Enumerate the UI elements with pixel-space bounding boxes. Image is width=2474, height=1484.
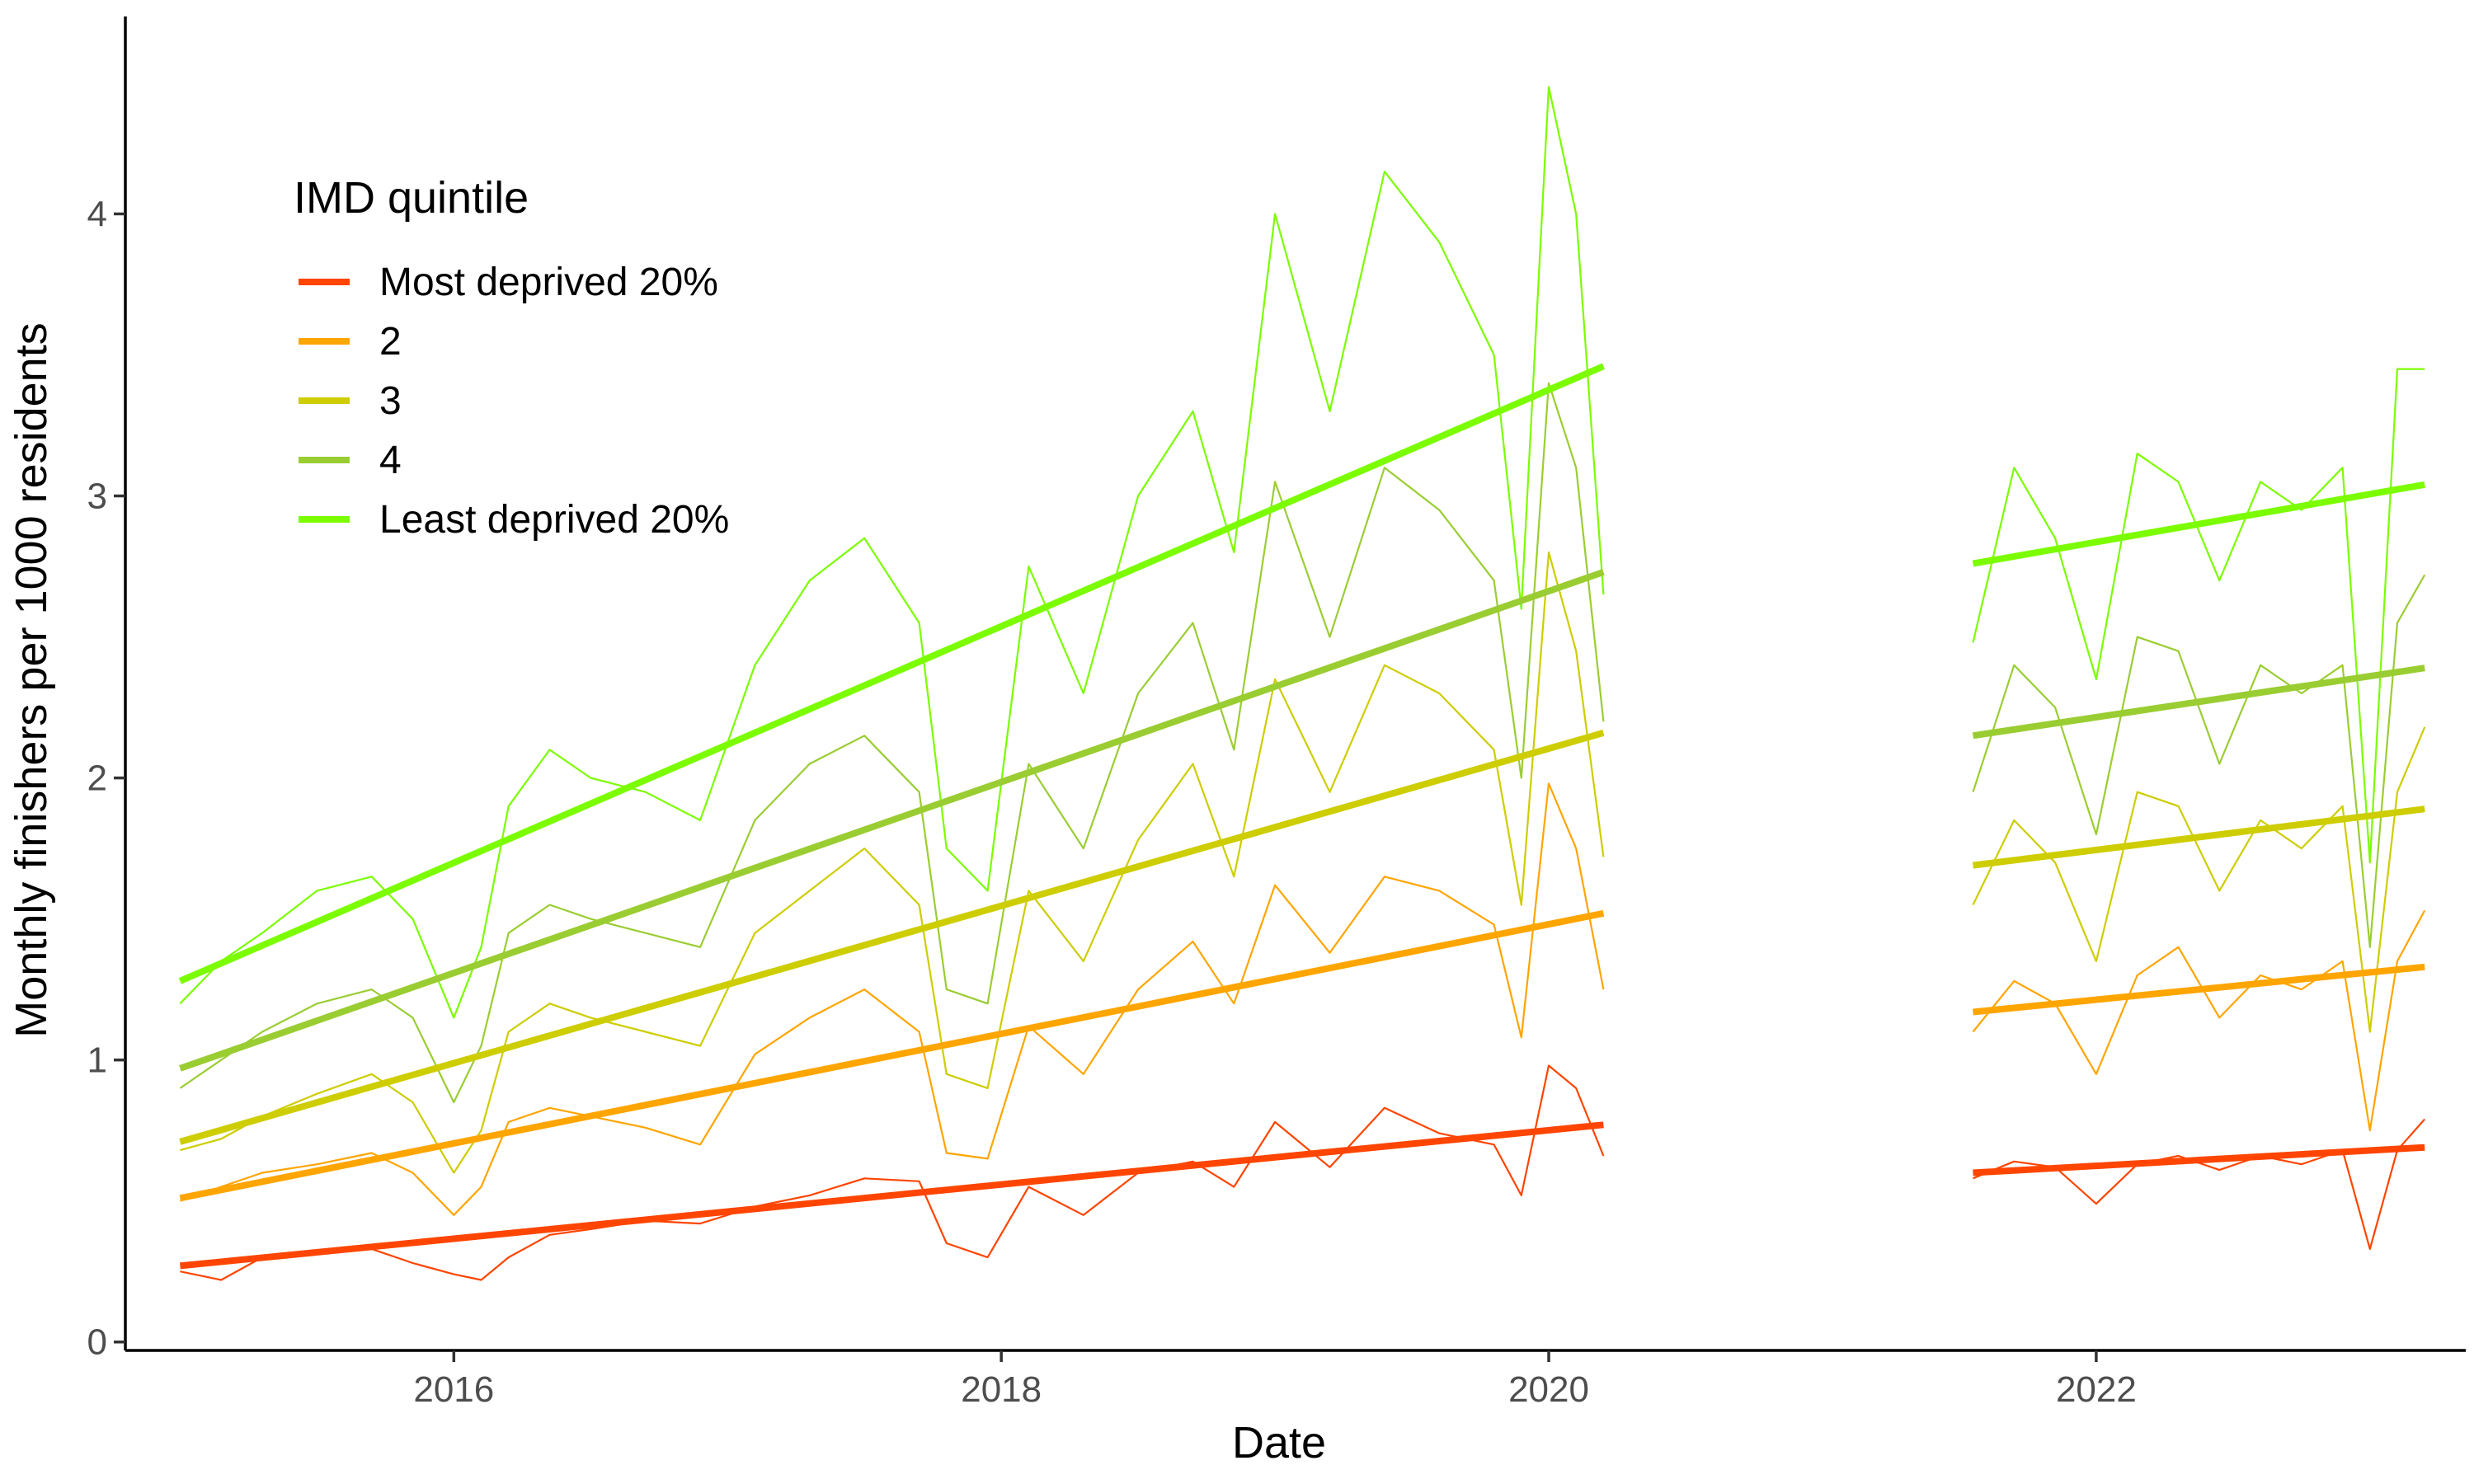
- trend-line-least-deprived-20-segment-2: [1972, 481, 2425, 567]
- observed-line-least-deprived-20-segment-2: [1972, 368, 2425, 864]
- x-axis-label: Date: [1232, 1418, 1326, 1468]
- observed-line-4-segment-2: [1972, 574, 2426, 948]
- observed-line-least-deprived-20-segment-1: [179, 86, 1605, 1019]
- observed-line-3-segment-1: [180, 551, 1605, 1174]
- trend-line-most-deprived-20-segment-2: [1973, 1144, 2425, 1176]
- y-axis-label: Monthly finishers per 1000 residents: [7, 322, 56, 1037]
- y-axis-ticks: 0 1 2 3 4: [87, 194, 125, 1363]
- legend: IMD quintile Most deprived 20% 2 3 4 Least d…: [294, 173, 729, 542]
- y-tick-label-0: 0: [87, 1322, 107, 1363]
- observed-line-2-segment-1: [180, 782, 1605, 1216]
- observed-lines: [179, 86, 2426, 1281]
- trend-lines: [178, 363, 2425, 1270]
- trend-line-4-segment-1: [179, 569, 1605, 1072]
- x-tick-label-2016: 2016: [413, 1369, 494, 1410]
- trend-line-2-segment-1: [179, 909, 1605, 1202]
- legend-label-most-deprived-20: Most deprived 20%: [379, 261, 718, 304]
- x-tick-label-2018: 2018: [961, 1369, 1042, 1410]
- x-tick-label-2020: 2020: [1508, 1369, 1589, 1410]
- y-tick-label-1: 1: [87, 1040, 107, 1081]
- legend-label-2: 2: [379, 320, 402, 364]
- trend-line-2-segment-2: [1973, 963, 2425, 1016]
- trend-line-most-deprived-20-segment-1: [180, 1121, 1604, 1270]
- observed-line-most-deprived-20-segment-2: [1973, 1118, 2426, 1251]
- x-axis-ticks: 2016 2018 2020 2022: [413, 1350, 2137, 1410]
- legend-label-3: 3: [379, 379, 402, 423]
- y-tick-label-2: 2: [87, 758, 107, 799]
- y-tick-label-3: 3: [87, 477, 107, 517]
- observed-line-2-segment-2: [1972, 909, 2426, 1132]
- observed-line-3-segment-2: [1972, 726, 2426, 1033]
- x-tick-label-2022: 2022: [2056, 1369, 2137, 1410]
- trend-line-least-deprived-20-segment-1: [178, 363, 1605, 984]
- observed-line-4-segment-1: [179, 382, 1605, 1104]
- legend-items: Most deprived 20% 2 3 4 Least deprived 20%: [299, 261, 729, 542]
- trend-line-4-segment-2: [1972, 665, 2425, 740]
- y-tick-label-4: 4: [87, 194, 107, 234]
- observed-line-most-deprived-20-segment-1: [180, 1064, 1605, 1281]
- legend-title: IMD quintile: [294, 173, 529, 223]
- trend-line-3-segment-1: [179, 730, 1605, 1145]
- legend-label-4: 4: [379, 439, 402, 482]
- trend-line-3-segment-2: [1973, 805, 2425, 869]
- legend-label-least-deprived-20: Least deprived 20%: [379, 498, 729, 542]
